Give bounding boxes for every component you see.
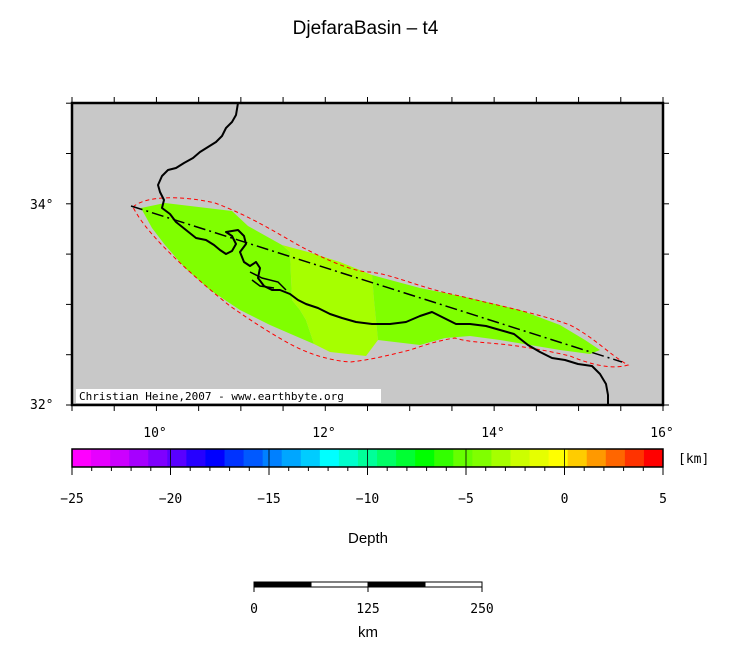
colorbar-tick-label: −10 (356, 492, 379, 507)
colorbar-cell (377, 449, 397, 467)
colorbar-cell (148, 449, 168, 467)
colorbar-cell (548, 449, 569, 467)
colorbar-tick-label: 5 (659, 492, 667, 507)
colorbar-cell (567, 449, 588, 467)
colorbar-cell (434, 449, 454, 467)
colorbar-cell (300, 449, 321, 467)
colorbar-cell (491, 449, 511, 467)
colorbar-label: Depth (348, 530, 388, 547)
colorbar (72, 449, 664, 467)
scale-label-250: 250 (470, 602, 493, 617)
scale-unit: km (358, 624, 378, 641)
colorbar-cell (91, 449, 111, 467)
colorbar-ticks (71, 449, 664, 475)
cross-section-line (130, 205, 623, 363)
colorbar-tick-label: −20 (159, 492, 182, 507)
eastern-zone (372, 275, 600, 354)
colorbar-cell (205, 449, 226, 467)
latitude-ticks (66, 102, 669, 406)
scale-label-125: 125 (356, 602, 379, 617)
credit-box (76, 389, 381, 403)
credit-text: Christian Heine,2007 - www.earthbyte.org (79, 390, 344, 403)
colorbar-cell (338, 449, 359, 467)
colorbar-cell (110, 449, 130, 467)
colorbar-cell (281, 449, 302, 467)
colorbar-unit: [km] (678, 452, 709, 467)
colorbar-cell (129, 449, 149, 467)
lat-label-34: 34° (30, 198, 53, 213)
colorbar-cell (415, 449, 435, 467)
colorbar-cell (72, 449, 92, 467)
central-zone (282, 245, 378, 356)
longitude-ticks (71, 97, 664, 411)
colorbar-cell (605, 449, 626, 467)
colorbar-cell (643, 449, 664, 467)
colorbar-tick-label: −15 (257, 492, 280, 507)
colorbar-cell (167, 449, 187, 467)
lon-label-16: 16° (650, 426, 673, 441)
map-title: DjefaraBasin – t4 (292, 18, 439, 39)
colorbar-cell (319, 449, 340, 467)
western-zone (141, 203, 314, 344)
colorbar-tick-label: 0 (561, 492, 569, 507)
colorbar-cell (243, 449, 264, 467)
colorbar-cell (624, 449, 645, 467)
scale-bar (253, 581, 483, 592)
basin-outline (132, 197, 630, 368)
coastline-inlet (249, 271, 287, 291)
colorbar-cell (472, 449, 492, 467)
colorbar-tick-labels: −25 −20 −15 −10 −5 0 5 (60, 492, 667, 507)
colorbar-cell (224, 449, 245, 467)
lon-label-14: 14° (481, 426, 504, 441)
colorbar-cell (186, 449, 206, 467)
colorbar-cell (453, 449, 473, 467)
colorbar-cell (262, 449, 283, 467)
colorbar-tick-label: −25 (60, 492, 83, 507)
colorbar-cell (396, 449, 416, 467)
lon-label-10: 10° (143, 426, 166, 441)
colorbar-cell (529, 449, 550, 467)
coastline (157, 103, 609, 405)
lat-label-32: 32° (30, 398, 53, 413)
scale-label-0: 0 (250, 602, 258, 617)
colorbar-cell (586, 449, 607, 467)
colorbar-cell (510, 449, 531, 467)
colorbar-tick-label: −5 (458, 492, 474, 507)
lon-label-12: 12° (312, 426, 335, 441)
